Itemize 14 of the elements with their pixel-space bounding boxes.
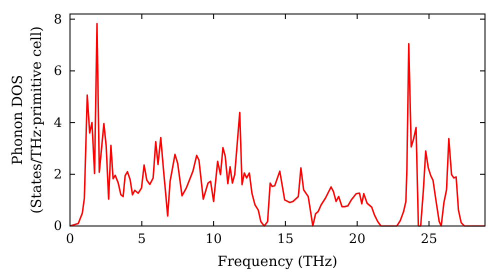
y-tick-label: 2 [54, 167, 62, 182]
x-tick-label: 0 [66, 232, 74, 248]
x-tick-label: 5 [138, 232, 146, 248]
y-axis-title: Phonon DOS (States/THz·primitive cell) [10, 26, 45, 214]
y-tick-label: 4 [54, 116, 62, 131]
x-tick-label: 25 [420, 232, 438, 248]
x-axis-title: Frequency (THz) [217, 254, 338, 270]
x-tick-label: 15 [277, 232, 294, 248]
y-tick-label: 0 [54, 219, 62, 234]
y-tick-label: 6 [54, 64, 62, 80]
line-series [69, 22, 486, 227]
y-tick-label: 8 [54, 12, 62, 28]
x-tick-label: 10 [205, 232, 222, 248]
x-tick-label: 20 [348, 232, 366, 248]
